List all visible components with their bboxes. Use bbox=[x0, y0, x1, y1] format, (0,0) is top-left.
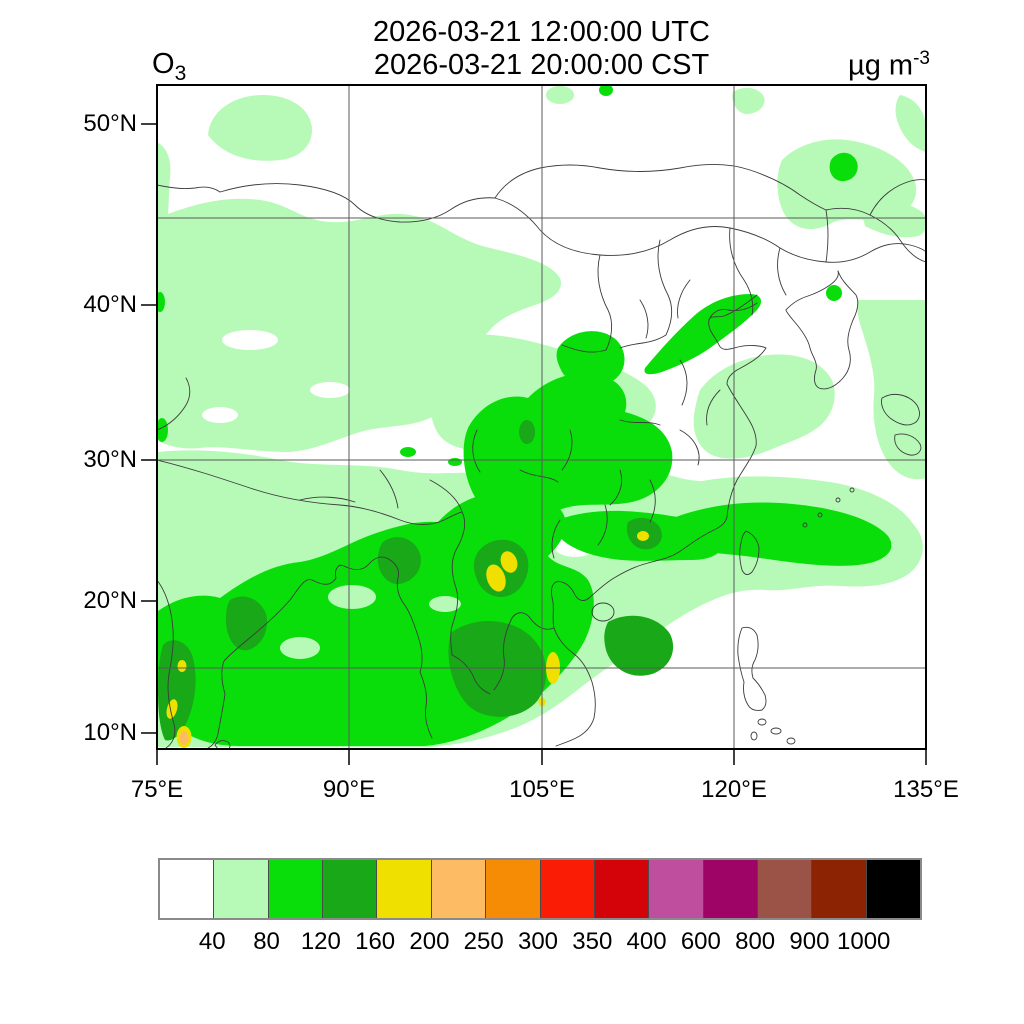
colorbar-cell bbox=[811, 860, 866, 918]
colorbar-tick-label: 40 bbox=[198, 928, 226, 955]
colorbar-tick-label: 350 bbox=[572, 928, 613, 955]
colorbar-cell bbox=[865, 860, 921, 918]
species-label: O3 bbox=[152, 48, 186, 86]
colorbar bbox=[158, 858, 922, 920]
colorbar-cell bbox=[702, 860, 757, 918]
units-base: µg m bbox=[848, 49, 914, 82]
lon-tick-label: 120°E bbox=[701, 776, 767, 803]
colorbar-tick-label: 1000 bbox=[837, 928, 891, 955]
plot-title: 2026-03-21 12:00:00 UTC 2026-03-21 20:00… bbox=[157, 16, 926, 82]
lon-tick-label: 105°E bbox=[509, 776, 575, 803]
colorbar-cell bbox=[430, 860, 486, 918]
grid-lines bbox=[157, 85, 926, 749]
title-line-cst: 2026-03-21 20:00:00 CST bbox=[373, 49, 710, 81]
colorbar-cell bbox=[593, 860, 649, 918]
contour-fill-160-200 bbox=[166, 531, 649, 748]
colorbar-tick-label: 600 bbox=[680, 928, 721, 955]
lon-tick-label: 135°E bbox=[893, 776, 959, 803]
colorbar-tick-label: 250 bbox=[463, 928, 504, 955]
colorbar-tick-label: 300 bbox=[517, 928, 559, 955]
axis-ticks bbox=[141, 123, 927, 765]
colorbar-cell bbox=[376, 860, 431, 918]
lat-tick-label: 40°N bbox=[83, 291, 137, 318]
colorbar-cell bbox=[267, 860, 323, 918]
colorbar-cell bbox=[160, 860, 214, 918]
lat-tick-label: 30°N bbox=[83, 446, 137, 473]
species-symbol: O bbox=[152, 48, 175, 80]
colorbar-cell bbox=[539, 860, 594, 918]
colorbar-tick-label: 120 bbox=[300, 928, 341, 955]
colorbar-tick-label: 80 bbox=[253, 928, 280, 955]
lat-tick-label: 50°N bbox=[83, 110, 137, 137]
colorbar-tick-label: 200 bbox=[409, 928, 450, 955]
lat-tick-label: 10°N bbox=[83, 719, 137, 746]
colorbar-cell bbox=[485, 860, 540, 918]
lon-tick-label: 90°E bbox=[322, 776, 376, 803]
contour-fill-200-250 bbox=[179, 731, 189, 745]
colorbar-cell bbox=[648, 860, 703, 918]
colorbar-tick-label: 160 bbox=[355, 928, 396, 955]
units-exponent: -3 bbox=[913, 48, 930, 69]
colorbar-cell bbox=[213, 860, 268, 918]
colorbar-cell bbox=[322, 860, 377, 918]
title-line-utc: 2026-03-21 12:00:00 UTC bbox=[373, 16, 710, 48]
coastline-border-layer bbox=[157, 163, 926, 749]
colorbar-tick-label: 900 bbox=[789, 928, 830, 955]
lon-tick-label: 75°E bbox=[130, 776, 184, 803]
units-label: µg m-3 bbox=[780, 48, 930, 83]
colorbar-tick-label: 800 bbox=[735, 928, 776, 955]
colorbar-cell bbox=[756, 860, 812, 918]
lat-tick-label: 20°N bbox=[83, 587, 137, 614]
species-subscript: 3 bbox=[174, 61, 187, 85]
colorbar-tick-label: 400 bbox=[626, 928, 667, 955]
contour-holes-40-80 bbox=[280, 585, 461, 659]
